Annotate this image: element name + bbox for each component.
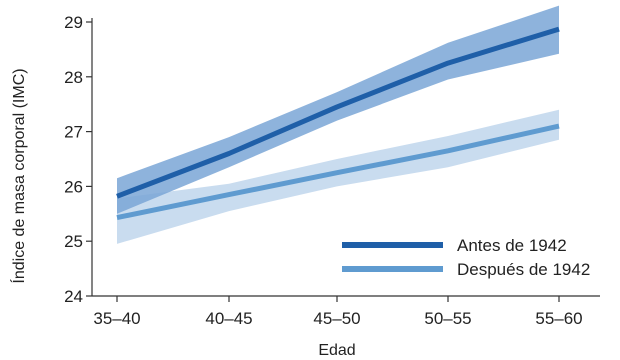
y-tick-label: 26	[64, 177, 83, 196]
x-axis-title: Edad	[318, 342, 355, 359]
series-line-before-1942	[116, 26, 560, 199]
y-tick-label: 24	[64, 287, 83, 306]
confidence-bands	[117, 5, 559, 244]
y-tick-label: 28	[64, 68, 83, 87]
x-tick-label: 35–40	[93, 309, 140, 328]
y-tick-label: 25	[64, 232, 83, 251]
series-lines	[116, 26, 560, 221]
x-tick-label: 55–60	[535, 309, 582, 328]
confidence-band-before-1942	[117, 5, 559, 214]
series-line-after-1942	[116, 123, 560, 221]
confidence-band-after-1942	[117, 109, 559, 244]
y-tick-label: 29	[64, 13, 83, 32]
axes: 24 25 26 27 28 29 35–40 40–45 45–50 50–55 55–60	[64, 13, 600, 328]
legend-label-before-1942: Antes de 1942	[457, 236, 567, 255]
x-tick-label: 45–50	[313, 309, 360, 328]
legend: Antes de 1942 Después de 1942	[342, 236, 590, 279]
legend-label-after-1942: Después de 1942	[457, 260, 590, 279]
x-tick-label: 50–55	[424, 309, 471, 328]
y-axis-title: Índice de masa corporal (IMC)	[9, 68, 28, 283]
x-tick-label: 40–45	[205, 309, 252, 328]
y-tick-label: 27	[64, 123, 83, 142]
